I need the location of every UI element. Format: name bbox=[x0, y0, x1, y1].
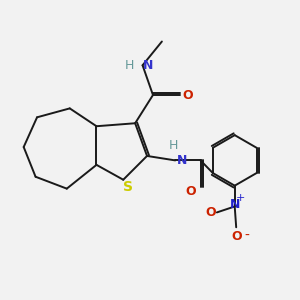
Text: O: O bbox=[205, 206, 216, 219]
Text: N: N bbox=[230, 199, 240, 212]
Text: -: - bbox=[244, 229, 249, 243]
Text: S: S bbox=[123, 180, 133, 194]
Text: H: H bbox=[125, 59, 134, 72]
Text: O: O bbox=[183, 88, 193, 101]
Text: N: N bbox=[177, 154, 187, 167]
Text: N: N bbox=[142, 59, 153, 72]
Text: O: O bbox=[231, 230, 242, 243]
Text: O: O bbox=[185, 185, 196, 198]
Text: H: H bbox=[169, 139, 178, 152]
Text: +: + bbox=[236, 193, 245, 203]
